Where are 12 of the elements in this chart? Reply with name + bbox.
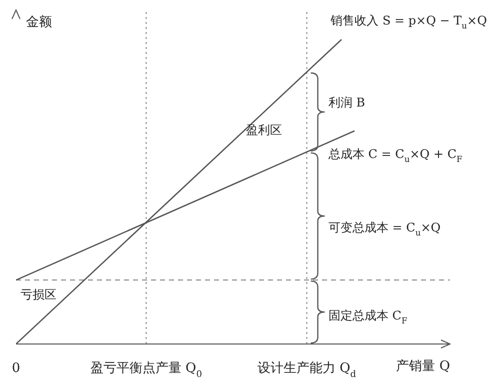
text: 销售收入 S = p×Q − T$_{u}$×Q — [330, 13, 488, 30]
annotation: 固定总成本 C$_{F}$ — [328, 308, 408, 326]
annotation: 亏损区 — [20, 287, 56, 302]
x-tick-label: 0 — [12, 361, 20, 376]
x-axis-title: 产销量 Q — [396, 359, 450, 374]
y-axis-title: 金额 — [26, 15, 52, 30]
x-tick-label: 盈亏平衡点产量 Q$_{0}$ — [90, 361, 202, 380]
annotation: 可变总成本 = C$_{u}$×Q — [328, 220, 441, 238]
annotation: 盈利区 — [246, 122, 282, 137]
x-tick-label: 设计生产能力 Q$_{d}$ — [257, 361, 356, 380]
annotation: 总成本 C = C$_{u}$×Q + C$_{F}$ — [327, 147, 463, 164]
annotation: 利润 B — [328, 96, 366, 110]
